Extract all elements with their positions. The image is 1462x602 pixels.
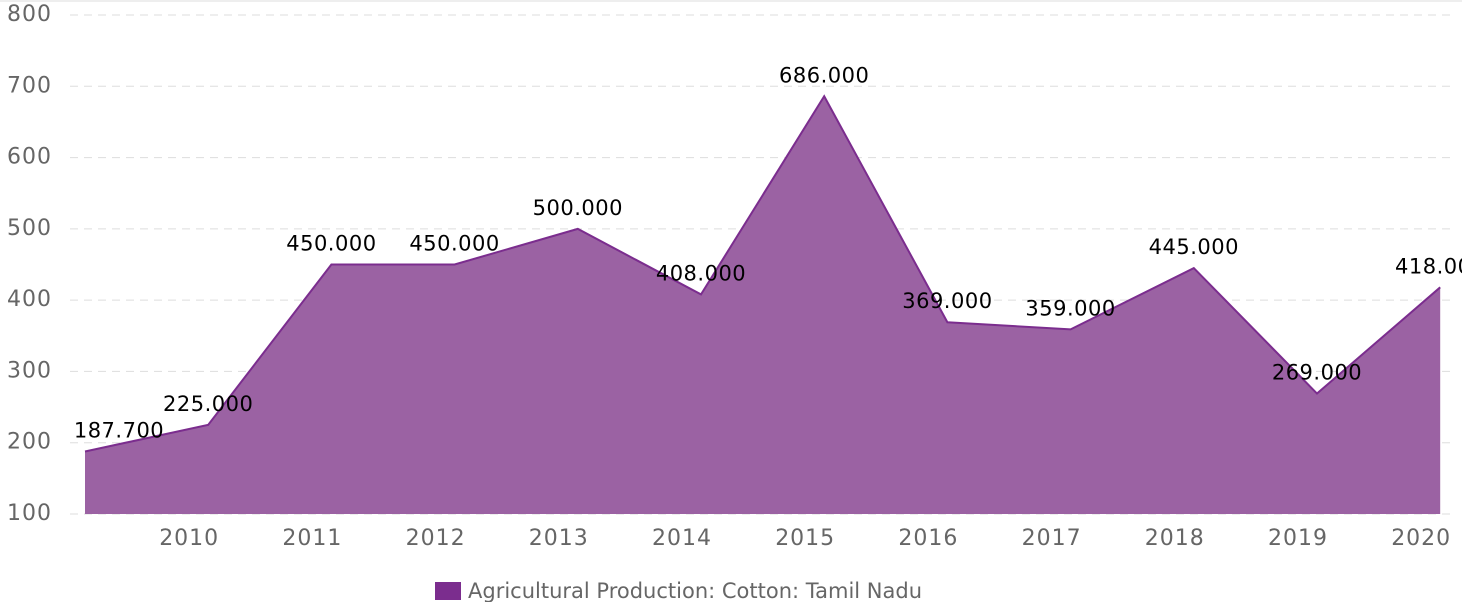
y-tick-label: 800 (7, 2, 52, 27)
x-tick-label: 2015 (775, 526, 835, 551)
value-label: 269.000 (1272, 361, 1362, 385)
value-label: 450.000 (286, 232, 376, 256)
legend-label: Agricultural Production: Cotton: Tamil N… (468, 579, 922, 602)
x-tick-label: 2012 (406, 526, 466, 551)
x-tick-label: 2011 (282, 526, 342, 551)
value-label: 445.000 (1149, 235, 1239, 259)
y-tick-label: 500 (7, 216, 52, 241)
value-label: 500.000 (533, 196, 623, 220)
value-label: 686.000 (779, 63, 869, 87)
y-tick-label: 400 (7, 287, 52, 312)
x-tick-label: 2013 (529, 526, 589, 551)
y-tick-label: 200 (7, 430, 52, 455)
value-label: 225.000 (163, 392, 253, 416)
y-tick-label: 600 (7, 145, 52, 170)
x-tick-label: 2019 (1268, 526, 1328, 551)
x-tick-label: 2010 (159, 526, 219, 551)
value-label: 359.000 (1025, 296, 1115, 320)
y-tick-label: 700 (7, 73, 52, 98)
y-tick-label: 100 (7, 501, 52, 526)
x-tick-label: 2018 (1145, 526, 1205, 551)
value-label: 369.000 (902, 289, 992, 313)
line (84, 94, 1441, 453)
x-tick-label: 2014 (652, 526, 712, 551)
value-label: 450.000 (409, 232, 499, 256)
legend-swatch (435, 582, 461, 600)
x-tick-label: 2017 (1022, 526, 1082, 551)
value-label: 187.700 (74, 418, 164, 442)
value-label: 408.000 (656, 261, 746, 285)
area (85, 96, 1441, 514)
value-label: 418.000 (1395, 254, 1462, 278)
x-tick-label: 2020 (1391, 526, 1451, 551)
y-tick-label: 300 (7, 358, 52, 383)
x-tick-label: 2016 (898, 526, 958, 551)
